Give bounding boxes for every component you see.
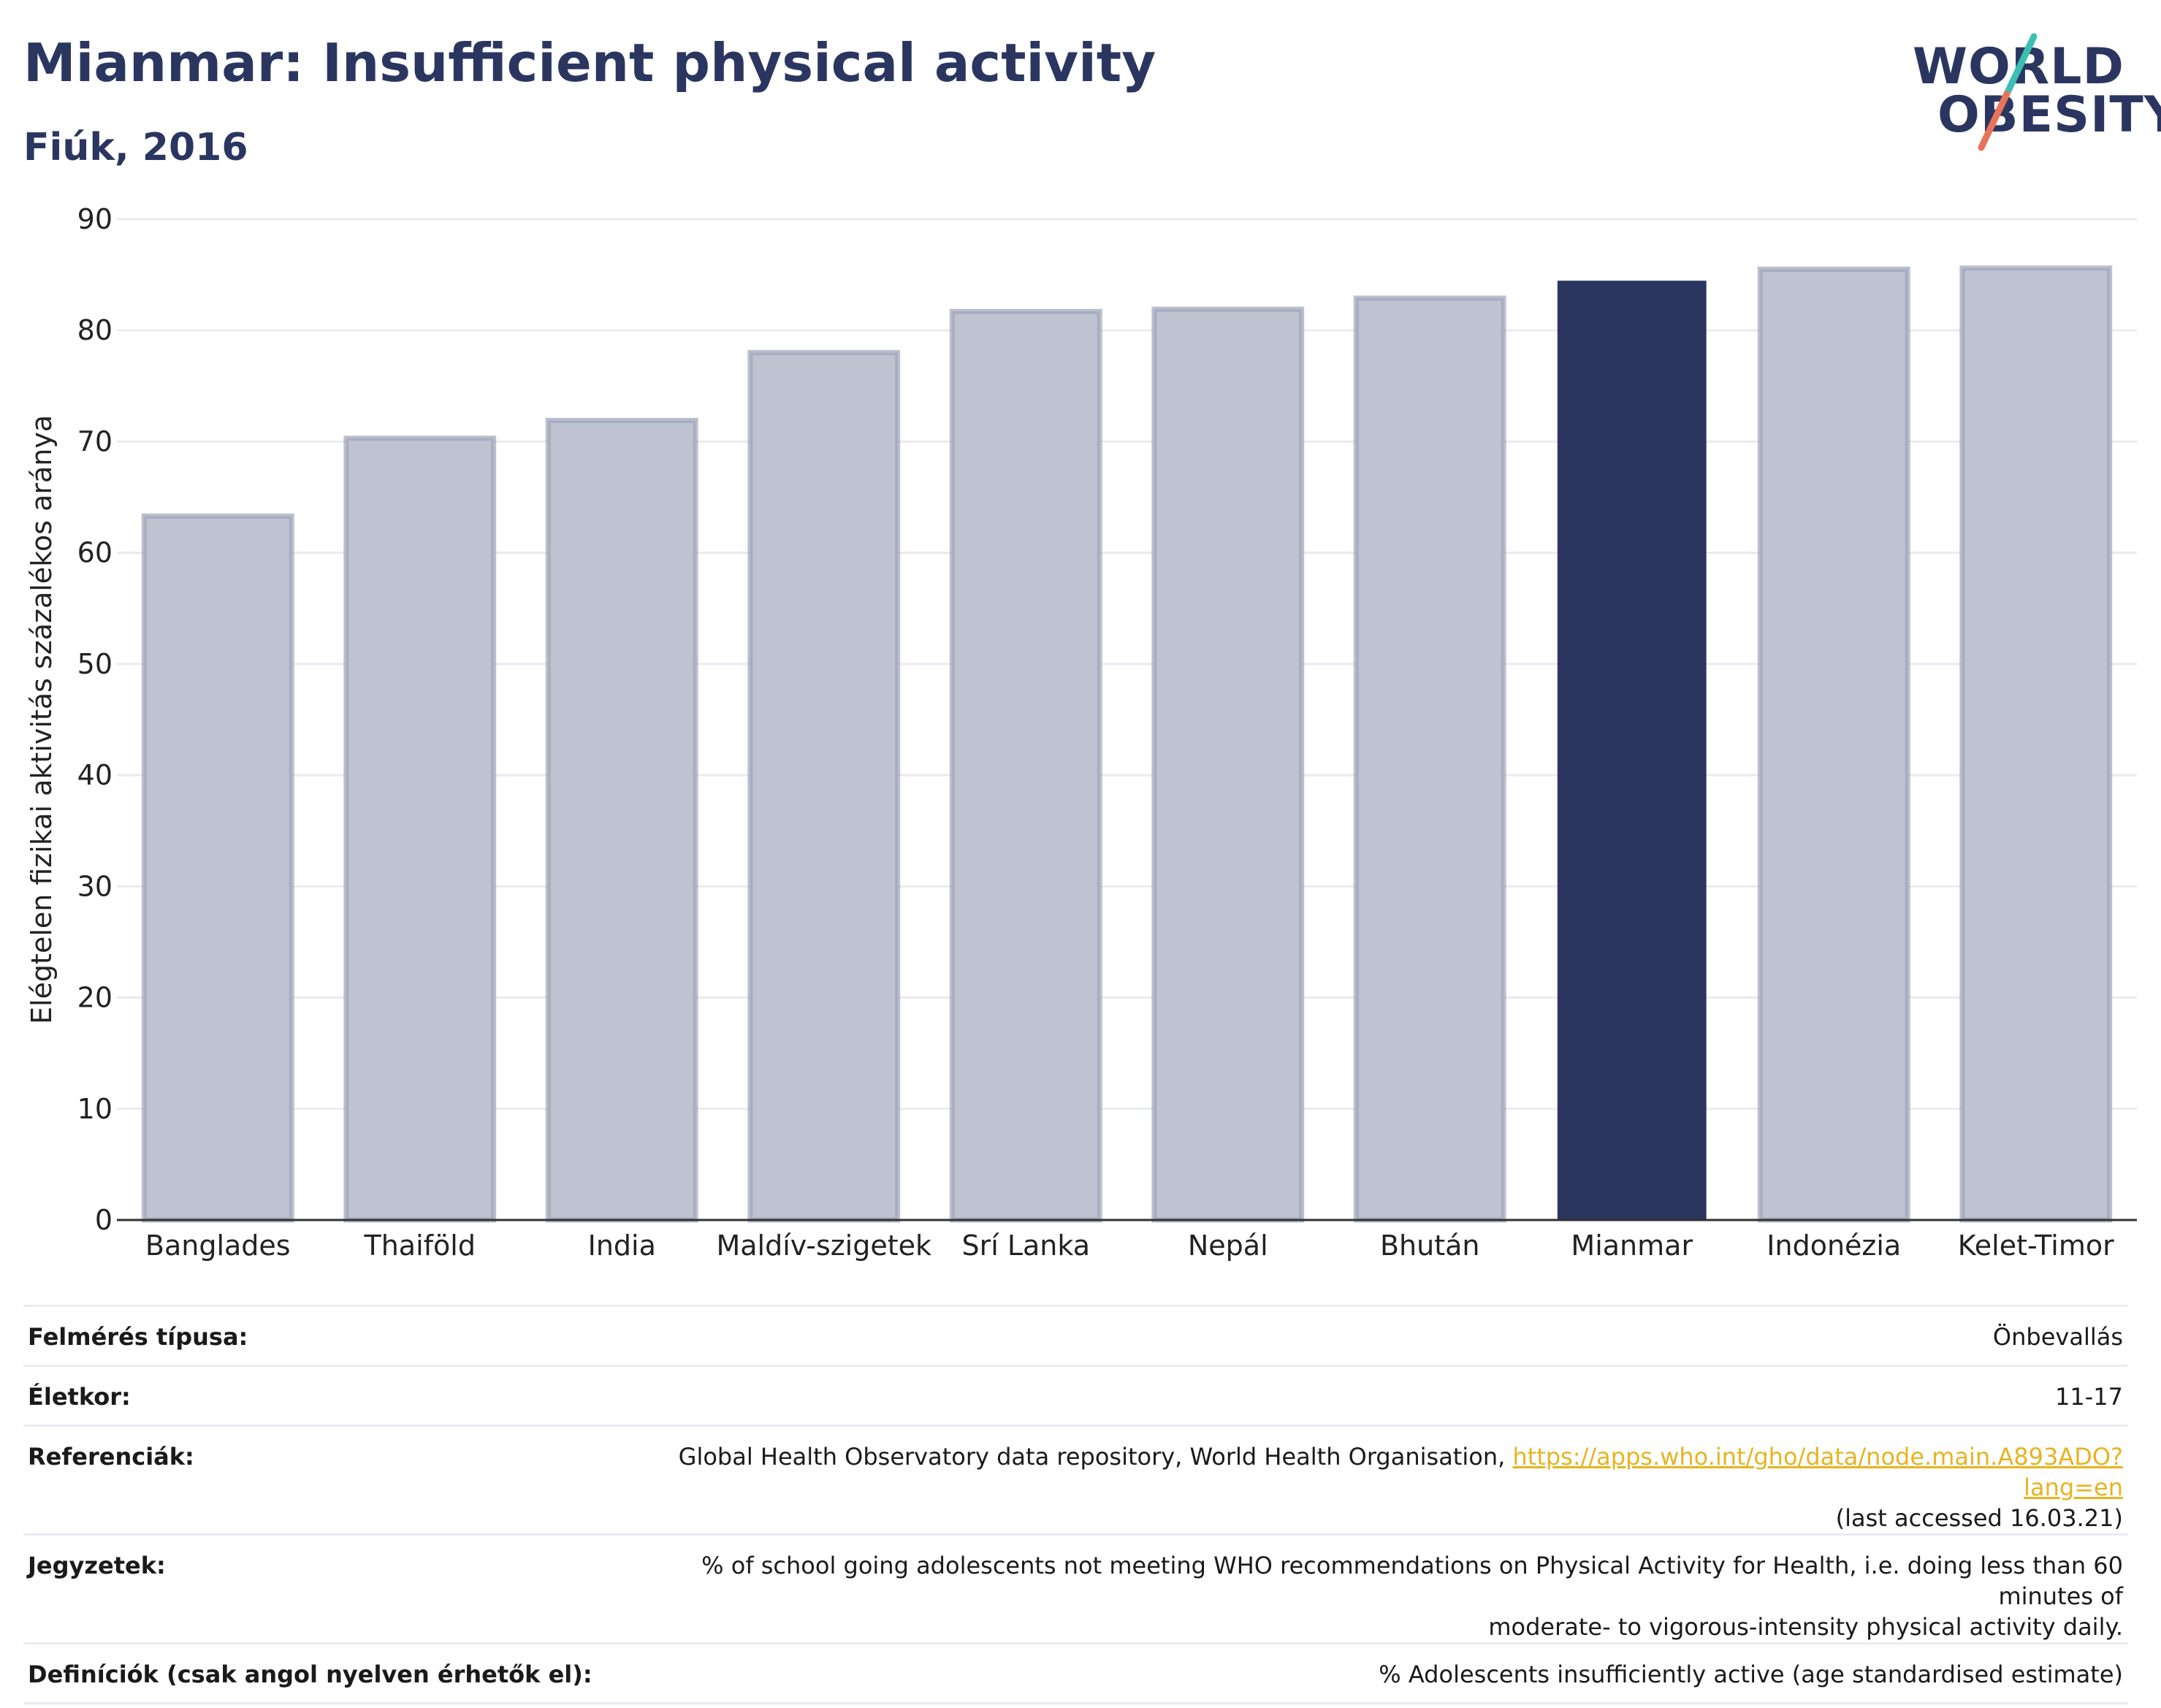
y-tick-label: 40 bbox=[77, 759, 113, 791]
y-axis-ticks: 0 10 20 30 40 50 60 70 80 90 bbox=[77, 203, 113, 1236]
y-tick-label: 80 bbox=[77, 314, 113, 346]
y-tick-label: 50 bbox=[77, 648, 113, 680]
age-label: Életkor: bbox=[23, 1365, 631, 1426]
y-tick-label: 70 bbox=[77, 425, 113, 457]
y-axis-label: Elégtelen fizikai aktivitás százalékos a… bbox=[26, 415, 58, 1024]
x-category-label: Bhután bbox=[1380, 1229, 1480, 1262]
bar-Srí Lanka bbox=[949, 308, 1102, 1223]
notes-value: % of school going adolescents not meetin… bbox=[631, 1533, 2127, 1644]
world-obesity-logo: WORLD OBESITY bbox=[1899, 29, 2161, 161]
x-category-label: Kelet-Timor bbox=[1958, 1229, 2114, 1262]
references-text: Global Health Observatory data repositor… bbox=[678, 1443, 1513, 1471]
y-tick-label: 0 bbox=[95, 1204, 113, 1236]
definitions-value: % Adolescents insufficiently active (age… bbox=[631, 1642, 2127, 1704]
chart-title: Mianmar: Insufficient physical activity bbox=[23, 32, 1156, 94]
references-access: (last accessed 16.03.21) bbox=[1835, 1504, 2123, 1532]
logo-slash-icon bbox=[1978, 33, 2038, 151]
bars bbox=[141, 265, 2113, 1223]
info-row-definitions: Definíciók (csak angol nyelven érhetők e… bbox=[23, 1642, 2127, 1704]
bar-Bhután bbox=[1353, 295, 1506, 1223]
x-category-label: Banglades bbox=[145, 1229, 291, 1262]
x-category-label: Mianmar bbox=[1571, 1229, 1693, 1262]
bar-Thaiföld bbox=[343, 435, 497, 1223]
notes-line-1: % of school going adolescents not meetin… bbox=[701, 1552, 2123, 1610]
survey-label: Felmérés típusa: bbox=[23, 1305, 631, 1366]
x-category-label: Nepál bbox=[1188, 1229, 1268, 1262]
x-category-label: India bbox=[588, 1229, 656, 1262]
x-category-label: Srí Lanka bbox=[961, 1229, 1090, 1262]
bar-Indonézia bbox=[1757, 267, 1910, 1223]
bar-Kelet-Timor bbox=[1959, 265, 2113, 1223]
info-row-notes: Jegyzetek: % of school going adolescents… bbox=[23, 1533, 2127, 1644]
info-table: Felmérés típusa: Önbevallás Életkor: 11-… bbox=[23, 1305, 2127, 1704]
chart-subtitle: Fiúk, 2016 bbox=[23, 126, 248, 169]
bar-Maldív-szigetek bbox=[747, 350, 901, 1223]
y-tick-label: 20 bbox=[77, 982, 113, 1014]
notes-label: Jegyzetek: bbox=[23, 1533, 631, 1644]
x-axis-categories: Banglades Thaiföld India Maldív-szigetek Srí… bbox=[145, 1229, 2114, 1262]
references-label: Referenciák: bbox=[23, 1425, 631, 1535]
info-row-references: Referenciák: Global Health Observatory d… bbox=[23, 1425, 2127, 1535]
survey-value: Önbevallás bbox=[631, 1305, 2127, 1366]
y-tick-label: 30 bbox=[77, 870, 113, 902]
x-category-label: Maldív-szigetek bbox=[716, 1229, 931, 1262]
definitions-label: Definíciók (csak angol nyelven érhetők e… bbox=[23, 1642, 631, 1704]
notes-line-2: moderate- to vigorous-intensity physical… bbox=[1488, 1613, 2123, 1641]
bar-India bbox=[545, 418, 698, 1223]
bar-Nepál bbox=[1151, 306, 1305, 1223]
references-value: Global Health Observatory data repositor… bbox=[631, 1425, 2127, 1535]
y-tick-label: 10 bbox=[77, 1093, 113, 1125]
bar-Mianmar bbox=[1557, 281, 1707, 1221]
age-value: 11-17 bbox=[631, 1365, 2127, 1426]
x-category-label: Indonézia bbox=[1766, 1229, 1901, 1262]
y-tick-label: 90 bbox=[77, 203, 113, 235]
y-tick-label: 60 bbox=[77, 537, 113, 569]
x-category-label: Thaiföld bbox=[364, 1229, 476, 1262]
references-link[interactable]: https://apps.who.int/gho/data/node.main.… bbox=[1512, 1443, 2123, 1501]
bar-chart: 0 10 20 30 40 50 60 70 80 90 Banglades Thaiföld Ind… bbox=[26, 203, 2137, 1262]
logo-line-2: OBESITY bbox=[1937, 86, 2161, 144]
info-row-survey: Felmérés típusa: Önbevallás bbox=[23, 1305, 2127, 1366]
info-row-age: Életkor: 11-17 bbox=[23, 1365, 2127, 1426]
bar-Banglades bbox=[141, 513, 294, 1223]
